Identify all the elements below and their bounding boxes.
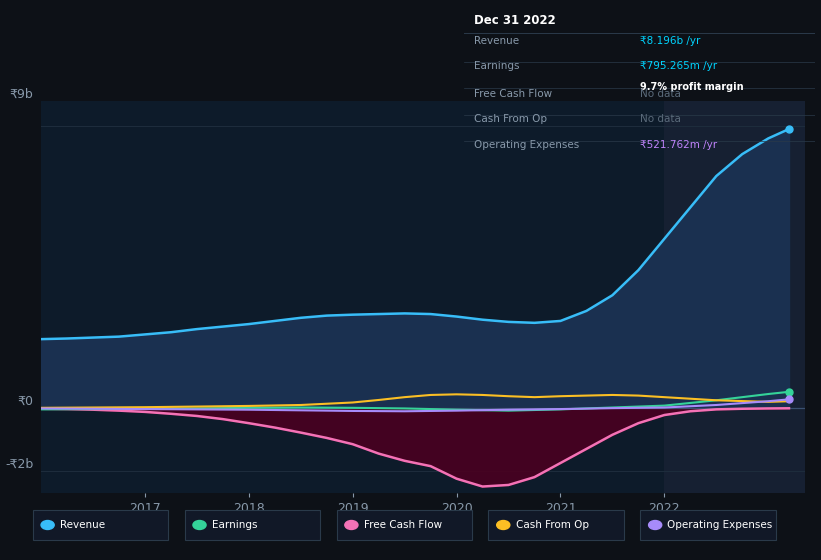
Text: Cash From Op: Cash From Op [475,114,548,124]
Text: Free Cash Flow: Free Cash Flow [364,520,442,530]
Text: Dec 31 2022: Dec 31 2022 [475,15,556,27]
Bar [664,101,805,493]
Text: Earnings: Earnings [475,62,520,71]
Text: ₹521.762m /yr: ₹521.762m /yr [640,140,717,150]
Text: Revenue: Revenue [60,520,105,530]
Text: -₹2b: -₹2b [5,458,34,471]
Text: Operating Expenses: Operating Expenses [475,140,580,150]
Text: ₹0: ₹0 [17,395,34,408]
Text: Earnings: Earnings [212,520,257,530]
Text: ₹9b: ₹9b [10,88,34,101]
Text: Operating Expenses: Operating Expenses [667,520,773,530]
Text: Free Cash Flow: Free Cash Flow [475,88,553,99]
Text: ₹795.265m /yr: ₹795.265m /yr [640,62,717,71]
Text: Revenue: Revenue [475,36,520,45]
Text: ₹8.196b /yr: ₹8.196b /yr [640,36,700,45]
Text: No data: No data [640,114,681,124]
Text: Cash From Op: Cash From Op [516,520,589,530]
Text: No data: No data [640,88,681,99]
Text: 9.7% profit margin: 9.7% profit margin [640,82,743,92]
